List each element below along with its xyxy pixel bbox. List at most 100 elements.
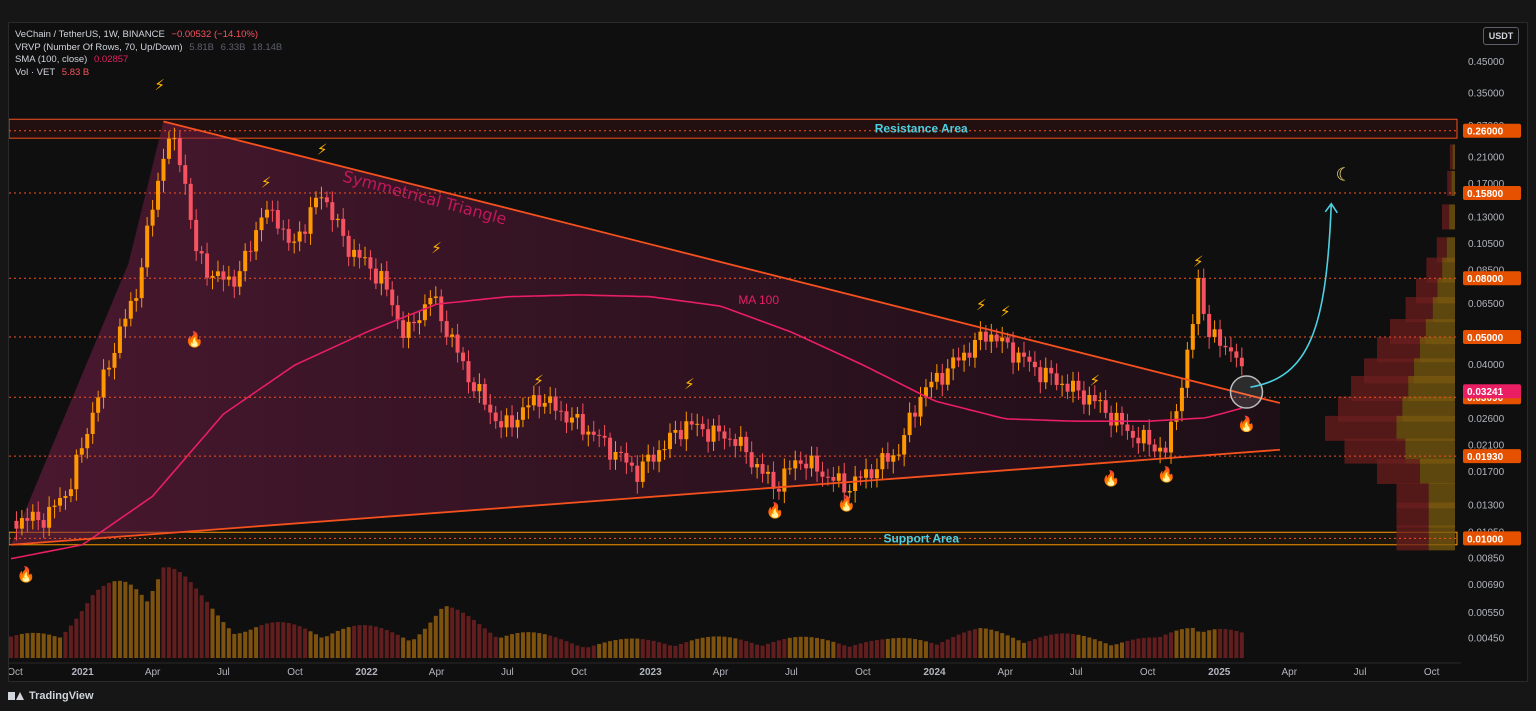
volume-bar: [700, 637, 705, 658]
volume-bar: [842, 645, 847, 658]
candle-body: [646, 454, 651, 462]
highlight-circle[interactable]: [1229, 375, 1264, 409]
candle-body: [270, 209, 275, 211]
candle-body: [613, 451, 618, 460]
candle-body: [809, 455, 814, 469]
volume-bar: [194, 588, 199, 658]
resistance-zone[interactable]: [9, 118, 1458, 139]
volume-profile-bar-down: [1325, 415, 1397, 441]
legend-volume-row[interactable]: Vol · VET 5.83 B: [15, 67, 286, 80]
triangle-upper-trendline[interactable]: [163, 120, 1281, 404]
candle-body: [341, 218, 346, 236]
y-tick-label: 0.00550: [1468, 608, 1505, 619]
candle-body: [673, 429, 678, 433]
price-level-tag: 0.08000: [1467, 274, 1504, 285]
volume-bar: [373, 626, 378, 658]
candle-body: [1212, 329, 1217, 337]
candle-body: [297, 231, 302, 242]
volume-bar: [1228, 629, 1233, 658]
candle-body: [79, 448, 84, 455]
volume-bar: [695, 638, 700, 658]
volume-bar: [629, 638, 634, 658]
volume-bar: [608, 641, 613, 658]
y-tick-label: 0.45000: [1468, 57, 1505, 68]
volume-bar: [461, 612, 466, 658]
candle-body: [727, 438, 732, 440]
volume-bar: [836, 643, 841, 658]
legend-sma-row[interactable]: SMA (100, close) 0.02857: [15, 54, 286, 67]
volume-bar: [1201, 631, 1206, 658]
candle-body: [264, 209, 269, 218]
legend-symbol-row[interactable]: VeChain / TetherUS, 1W, BINANCE −0.00532…: [15, 29, 286, 42]
candle-body: [667, 432, 672, 450]
volume-bar: [1207, 630, 1212, 658]
candle-body: [58, 498, 63, 506]
currency-button[interactable]: USDT: [1483, 27, 1519, 45]
candle-body: [357, 249, 362, 258]
volume-bar: [444, 606, 449, 658]
candle-body: [303, 231, 308, 234]
volume-bar: [1011, 637, 1016, 658]
sma-value: 0.02857: [93, 54, 129, 65]
volume-bar: [499, 637, 504, 658]
y-tick-label: 0.00850: [1468, 554, 1505, 565]
volume-bar: [847, 646, 852, 658]
volume-bar: [335, 630, 340, 658]
volume-bar: [248, 629, 253, 658]
volume-bar: [406, 640, 411, 658]
volume-bar: [597, 643, 602, 658]
chart-frame[interactable]: Resistance Area Support Area Symmetrical T…: [8, 22, 1528, 682]
volume-bar: [662, 643, 667, 658]
sma-100-line[interactable]: [10, 294, 1243, 560]
volume-bar: [1114, 644, 1119, 658]
candle-body: [934, 372, 939, 382]
price-level-tag-bg: [1463, 123, 1521, 138]
volume-profile-bar-up: [1428, 502, 1455, 528]
forecast-arrow-line[interactable]: [1250, 203, 1333, 388]
volume-bar: [341, 628, 346, 658]
candle-body: [1179, 387, 1184, 412]
volume-bar: [907, 638, 912, 658]
volume-bar: [880, 639, 885, 658]
x-tick-label: Oct: [571, 667, 587, 678]
ma-100-label: MA 100: [738, 293, 779, 307]
last-price-tag-bg: [1463, 384, 1521, 399]
y-tick-label: 0.06500: [1468, 299, 1505, 310]
volume-profile-bar-down: [1447, 170, 1452, 196]
candle-body: [324, 197, 329, 203]
legend-vrvp-row[interactable]: VRVP (Number Of Rows, 70, Up/Down) 5.81B…: [15, 42, 286, 55]
candle-body: [243, 250, 248, 272]
volume-bar: [493, 636, 498, 658]
candle-body: [221, 271, 226, 280]
volume-bar: [466, 616, 471, 658]
volume-bar: [74, 618, 79, 658]
candle-body: [499, 421, 504, 428]
volume-profile-bar-up: [1451, 170, 1455, 196]
candle-body: [1130, 430, 1135, 438]
candle-body: [640, 461, 645, 482]
volume-bar: [183, 576, 188, 658]
candle-body: [444, 321, 449, 337]
volume-bar: [292, 624, 297, 658]
volume-label: Vol · VET: [15, 66, 56, 78]
volume-bar: [1136, 638, 1141, 658]
volume-bar: [177, 572, 182, 658]
x-tick-label: Oct: [287, 667, 303, 678]
volume-bar: [36, 632, 41, 658]
volume-bar: [951, 636, 956, 658]
volume-bar: [820, 638, 825, 658]
candle-body: [700, 423, 705, 430]
support-zone[interactable]: [9, 531, 1458, 546]
vrvp-down-value: 6.33B: [220, 41, 246, 53]
volume-bar: [1032, 639, 1037, 658]
candle-body: [716, 425, 721, 432]
volume-bar: [776, 640, 781, 658]
volume-profile-bar-down: [1426, 257, 1443, 283]
triangle-lower-trendline[interactable]: [10, 448, 1281, 546]
candle-body: [738, 436, 743, 446]
candle-body: [548, 396, 553, 403]
volume-bar: [123, 581, 128, 658]
candle-body: [591, 431, 596, 435]
volume-bar: [68, 625, 73, 658]
